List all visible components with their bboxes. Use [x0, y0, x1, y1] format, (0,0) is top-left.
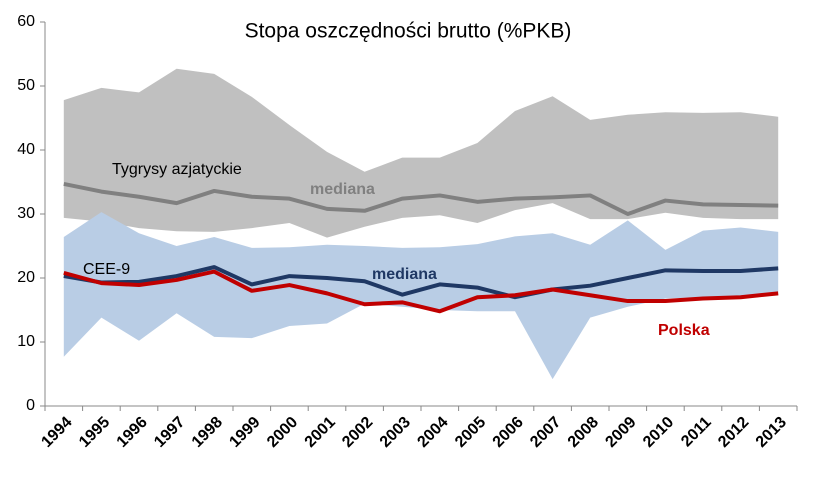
chart-title: Stopa oszczędności brutto (%PKB)	[245, 20, 572, 43]
series-label: Tygrysy azjatyckie	[112, 161, 242, 178]
x-tick-label: 2007	[527, 414, 564, 451]
x-tick-label: 2003	[377, 414, 414, 451]
y-tick-label: 30	[17, 205, 35, 222]
series-label: CEE-9	[83, 261, 130, 278]
series-line	[63, 269, 779, 314]
x-tick-label: 2010	[640, 414, 677, 451]
annotation: mediana	[310, 181, 375, 198]
x-tick-label: 1995	[76, 414, 113, 451]
y-tick-label: 50	[17, 77, 35, 94]
x-tick-label: 2012	[715, 414, 752, 451]
x-tick-label: 1998	[189, 414, 226, 451]
y-tick-label: 60	[17, 13, 35, 30]
x-tick-label: 2011	[678, 414, 715, 451]
x-tick-label: 2004	[414, 414, 451, 451]
y-tick-label: 10	[17, 333, 35, 350]
annotation: mediana	[372, 266, 437, 283]
x-tick-label: 2000	[264, 414, 301, 451]
x-tick-label: 2013	[753, 414, 790, 451]
y-tick-label: 20	[17, 269, 35, 286]
x-tick-label: 2002	[339, 414, 376, 451]
x-tick-label: 2006	[490, 414, 527, 451]
x-tick-label: 2001	[302, 414, 339, 451]
x-tick-label: 2005	[452, 414, 489, 451]
range-band	[63, 212, 779, 380]
range-band	[63, 68, 779, 238]
x-tick-label: 2008	[565, 414, 602, 451]
x-tick-label: 1997	[151, 414, 188, 451]
y-tick-label: 40	[17, 141, 35, 158]
series-line	[63, 181, 779, 216]
series-line	[63, 265, 779, 300]
y-tick-label: 0	[26, 397, 35, 414]
series-label: Polska	[658, 322, 710, 339]
x-tick-label: 2009	[602, 414, 639, 451]
x-tick-label: 1999	[226, 414, 263, 451]
x-tick-label: 1994	[38, 414, 75, 451]
x-tick-label: 1996	[114, 414, 151, 451]
